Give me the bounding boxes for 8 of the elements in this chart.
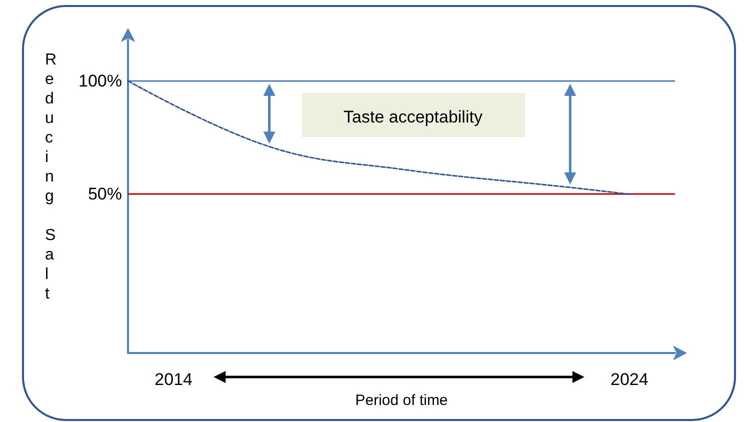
annotation: Taste acceptability xyxy=(344,108,483,126)
y-tick-label: 50% xyxy=(88,184,122,204)
x-tick-label: 2014 xyxy=(154,370,192,389)
x-tick-label: 2024 xyxy=(610,370,648,389)
line-series xyxy=(127,80,630,195)
x-axis-title: Period of time xyxy=(355,392,448,409)
text: Reducing Salt xyxy=(45,51,57,302)
y-tick-label: 100% xyxy=(78,71,122,90)
